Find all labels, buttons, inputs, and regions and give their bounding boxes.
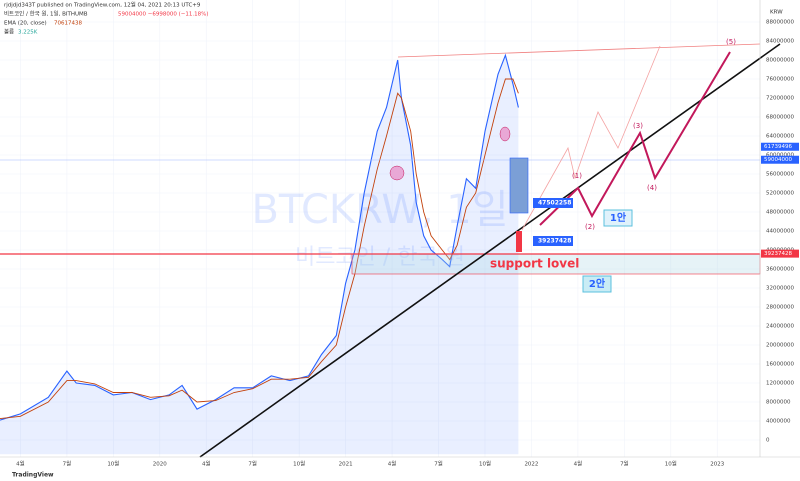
y-tick-label: 68000000 <box>766 115 794 121</box>
resistance-line <box>397 43 761 58</box>
brand: TradingView <box>12 472 54 479</box>
x-tick-label: 4월 <box>16 460 25 468</box>
x-tick-label: 4월 <box>574 460 583 468</box>
label-box <box>533 198 573 208</box>
x-tick-label: 7월 <box>434 460 443 468</box>
x-tick-label: 10월 <box>479 460 491 468</box>
marker <box>499 126 511 142</box>
y-tick-label: 44000000 <box>766 229 794 235</box>
drawings: 47502258 39237428 support lovel 1안 2안 (1… <box>0 38 781 458</box>
y-tick-label: 72000000 <box>766 96 794 102</box>
ema-label: EMA (20, close) <box>4 21 47 27</box>
wave-label: (3) <box>633 122 643 130</box>
axes: 0 4000000 8000000 12000000 16000000 20000000 2… <box>16 20 799 468</box>
price-tag-label: 39237428 <box>764 251 792 257</box>
symbol: 비트코인 / 한국 원, 1일, BITHUMB <box>4 10 88 18</box>
price-tag-label: 59004000 <box>764 157 792 163</box>
y-tick-label: 48000000 <box>766 210 794 216</box>
y-tick-label: 56000000 <box>766 172 794 178</box>
x-tick-label: 2023 <box>710 462 724 468</box>
annotation: 1안 <box>610 211 627 224</box>
volume-label: 볼륨 <box>4 29 14 36</box>
x-tick-label: 2020 <box>153 462 167 468</box>
x-tick-label: 2022 <box>524 462 538 468</box>
alt-path <box>521 45 661 231</box>
y-tick-label: 64000000 <box>766 134 794 140</box>
trendline <box>199 43 781 458</box>
y-tick-label: 24000000 <box>766 324 794 330</box>
x-tick-label: 4월 <box>202 460 211 468</box>
quote: 59004000 −6998000 (−11.18%) <box>118 12 208 18</box>
price-tag-label: 61739496 <box>764 144 792 150</box>
annotation: 39237428 <box>538 238 571 245</box>
wave-label: (4) <box>647 184 657 192</box>
y-tick-label: 52000000 <box>766 191 794 197</box>
y-tick-label: 12000000 <box>766 381 794 387</box>
price-area <box>0 55 519 455</box>
y-tick-label: 32000000 <box>766 286 794 292</box>
wave-label: (1) <box>572 172 582 180</box>
annotation: 47502258 <box>538 200 571 207</box>
currency: KRW <box>770 10 783 16</box>
y-tick-label: 60000000 <box>766 153 794 159</box>
x-tick-label: 10월 <box>107 460 119 468</box>
x-tick-label: 2021 <box>339 462 353 468</box>
label-box <box>533 236 573 246</box>
marker <box>389 165 405 181</box>
series-line <box>0 78 519 420</box>
y-tick-label: 0 <box>766 438 770 444</box>
y-tick-label: 28000000 <box>766 305 794 311</box>
y-tick-label: 20000000 <box>766 343 794 349</box>
wave-label: (5) <box>726 38 736 46</box>
annotation: support lovel <box>490 257 579 271</box>
wave-path <box>539 51 731 226</box>
y-tick-label: 8000000 <box>766 400 791 406</box>
x-tick-label: 7월 <box>248 460 257 468</box>
x-tick-label: 10월 <box>293 460 305 468</box>
label-box <box>603 209 633 227</box>
y-tick-label: 36000000 <box>766 267 794 273</box>
y-tick-label: 84000000 <box>766 39 794 45</box>
y-tick-label: 88000000 <box>766 20 794 26</box>
annotation: 2안 <box>589 277 606 290</box>
ema-value: 70617438 <box>54 21 82 27</box>
plot <box>0 53 519 455</box>
y-tick-label: 16000000 <box>766 362 794 368</box>
x-tick-label: 7월 <box>63 460 72 468</box>
series-line <box>0 53 519 421</box>
x-tick-label: 10월 <box>665 460 677 468</box>
projection-box <box>509 157 529 214</box>
y-tick-label: 80000000 <box>766 58 794 64</box>
y-tick-label: 4000000 <box>766 419 791 425</box>
y-tick-label: 76000000 <box>766 77 794 83</box>
price-tag <box>761 142 799 151</box>
x-tick-label: 4월 <box>388 460 397 468</box>
x-tick-label: 7월 <box>620 460 629 468</box>
published: rjdjdjd343T published on TradingView.com… <box>4 1 201 9</box>
volume-value: 3.225K <box>18 30 38 36</box>
watermark-sub: 비트코인 / 한국 원 <box>295 245 465 270</box>
label-box <box>582 275 612 293</box>
price-tag <box>761 249 799 258</box>
wave-label: (2) <box>585 223 595 231</box>
drop-bar <box>516 231 522 252</box>
grid <box>0 0 760 457</box>
price-tag <box>761 155 799 164</box>
